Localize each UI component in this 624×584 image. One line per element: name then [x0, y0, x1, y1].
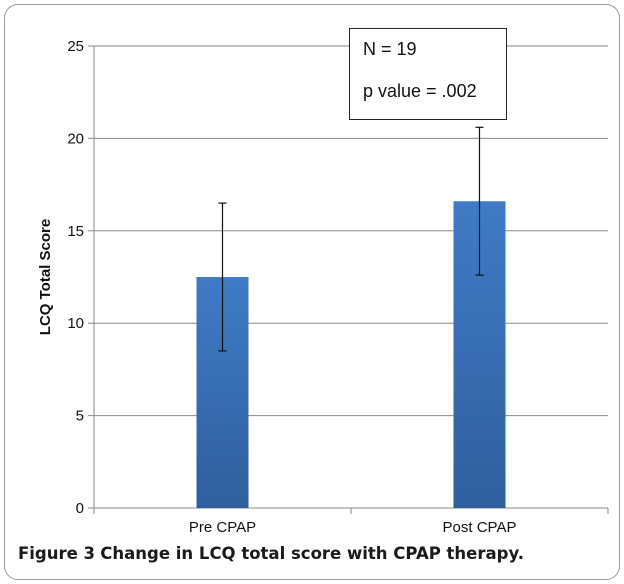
error-bars: [218, 126, 484, 352]
y-tick-label: 15: [67, 223, 84, 240]
tick-labels: 0 5 10 15 20 25 Pre CPAP Post CPAP: [67, 38, 516, 536]
bars: [196, 201, 506, 508]
y-tick-label: 20: [67, 130, 84, 147]
x-tick-label: Post CPAP: [443, 519, 517, 536]
y-tick-label: 25: [67, 38, 84, 55]
caption-text: Change in LCQ total score with CPAP ther…: [100, 544, 524, 563]
y-tick-label: 10: [67, 315, 84, 332]
figure-frame: [4, 4, 620, 580]
caption-label: Figure 3: [18, 544, 96, 563]
axes: [88, 45, 609, 514]
stats-annotation-box: N = 19 p value = .002: [349, 28, 507, 120]
sample-size-annotation: N = 19: [363, 39, 417, 59]
y-tick-label: 0: [76, 500, 84, 517]
y-axis-label: LCQ Total Score: [37, 219, 54, 335]
x-tick-label: Pre CPAP: [189, 519, 256, 536]
p-value-annotation: p value = .002: [363, 81, 477, 101]
figure-caption: Figure 3 Change in LCQ total score with …: [18, 544, 524, 563]
y-tick-label: 5: [76, 408, 84, 425]
